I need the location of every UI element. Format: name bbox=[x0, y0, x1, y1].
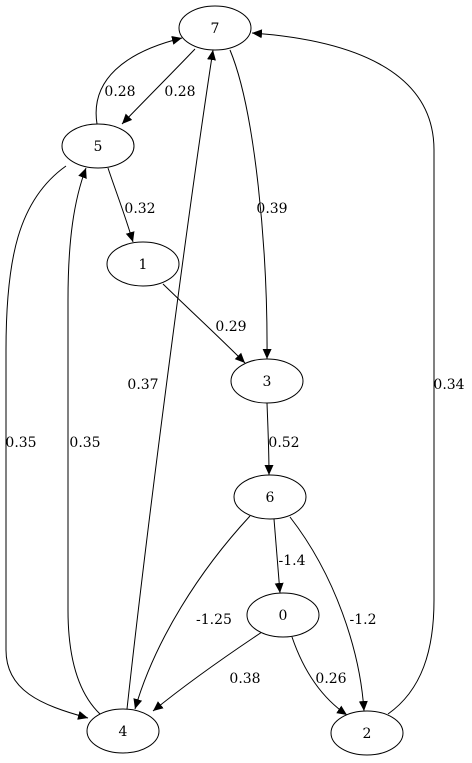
node-ellipse bbox=[61, 123, 135, 169]
node-label: 5 bbox=[94, 139, 103, 155]
edge-weight-label: 0.28 bbox=[164, 84, 195, 100]
edge-line bbox=[121, 48, 196, 125]
edge-line bbox=[291, 636, 348, 716]
node-6: 6 bbox=[233, 474, 307, 520]
node-label: 1 bbox=[139, 257, 148, 273]
edge-weight-label: 0.28 bbox=[104, 84, 135, 100]
edge-1-to-3: 0.29 bbox=[162, 283, 247, 364]
edges-layer: 0.28 0.28 0.39 0.32 0.35 0.35 0.37 0.29 0.52 -1.4… bbox=[5, 29, 465, 720]
edge-6-to-0: -1.4 bbox=[273, 518, 306, 594]
node-label: 2 bbox=[363, 726, 372, 742]
edge-weight-label: 0.37 bbox=[127, 377, 158, 393]
edge-4-to-5: 0.35 bbox=[67, 167, 101, 715]
edge-line bbox=[273, 518, 284, 594]
edge-weight-label: 0.38 bbox=[229, 671, 260, 687]
edge-line bbox=[289, 516, 368, 712]
edge-5-to-1: 0.32 bbox=[107, 167, 156, 243]
node-3: 3 bbox=[230, 358, 304, 404]
node-5: 5 bbox=[61, 123, 135, 169]
edge-line bbox=[5, 165, 89, 720]
node-label: 0 bbox=[279, 608, 288, 624]
node-ellipse bbox=[178, 5, 252, 51]
edge-line bbox=[126, 49, 216, 710]
node-label: 3 bbox=[263, 374, 272, 390]
edge-6-to-2: -1.2 bbox=[289, 516, 377, 712]
nodes-layer: 7 5 1 3 6 0 4 2 bbox=[61, 5, 404, 756]
edge-7-to-3: 0.39 bbox=[229, 49, 288, 360]
edge-weight-label: 0.26 bbox=[315, 671, 346, 687]
edge-weight-label: 0.32 bbox=[124, 201, 155, 217]
edge-line bbox=[152, 631, 263, 712]
edge-line bbox=[264, 402, 274, 476]
edge-weight-label: 0.35 bbox=[5, 435, 36, 451]
node-0: 0 bbox=[246, 592, 320, 638]
node-ellipse bbox=[106, 241, 180, 287]
edge-7-to-5: 0.28 bbox=[121, 48, 196, 125]
edge-5-to-7: 0.28 bbox=[95, 36, 183, 125]
node-label: 6 bbox=[266, 490, 275, 506]
edge-3-to-6: 0.52 bbox=[264, 402, 300, 476]
edge-line bbox=[251, 29, 435, 715]
edge-line bbox=[133, 515, 251, 710]
edge-line bbox=[162, 283, 246, 364]
node-1: 1 bbox=[106, 241, 180, 287]
edge-weight-label: -1.25 bbox=[196, 612, 232, 628]
edge-6-to-4: -1.25 bbox=[133, 515, 251, 710]
edge-line bbox=[229, 49, 272, 360]
node-label: 4 bbox=[119, 724, 128, 740]
node-ellipse bbox=[246, 592, 320, 638]
node-label: 7 bbox=[211, 21, 220, 37]
node-ellipse bbox=[233, 474, 307, 520]
edge-weight-label: 0.39 bbox=[256, 201, 287, 217]
edge-weight-label: -1.4 bbox=[279, 553, 306, 569]
edge-0-to-4: 0.38 bbox=[152, 631, 263, 712]
edge-line bbox=[95, 36, 183, 125]
node-ellipse bbox=[330, 710, 404, 756]
edge-weight-label: 0.52 bbox=[268, 435, 299, 451]
edge-4-to-7: 0.37 bbox=[126, 49, 216, 710]
edge-5-to-4: 0.35 bbox=[5, 165, 89, 720]
node-ellipse bbox=[86, 708, 160, 754]
edge-2-to-7: 0.34 bbox=[251, 29, 465, 715]
edge-weight-label: 0.34 bbox=[433, 377, 464, 393]
node-7: 7 bbox=[178, 5, 252, 51]
node-ellipse bbox=[230, 358, 304, 404]
node-2: 2 bbox=[330, 710, 404, 756]
edge-weight-label: 0.29 bbox=[215, 319, 246, 335]
edge-weight-label: 0.35 bbox=[69, 435, 100, 451]
node-4: 4 bbox=[86, 708, 160, 754]
edge-weight-label: -1.2 bbox=[350, 612, 377, 628]
edge-line bbox=[67, 167, 101, 715]
edge-0-to-2: 0.26 bbox=[291, 636, 348, 716]
edge-line bbox=[107, 167, 135, 243]
